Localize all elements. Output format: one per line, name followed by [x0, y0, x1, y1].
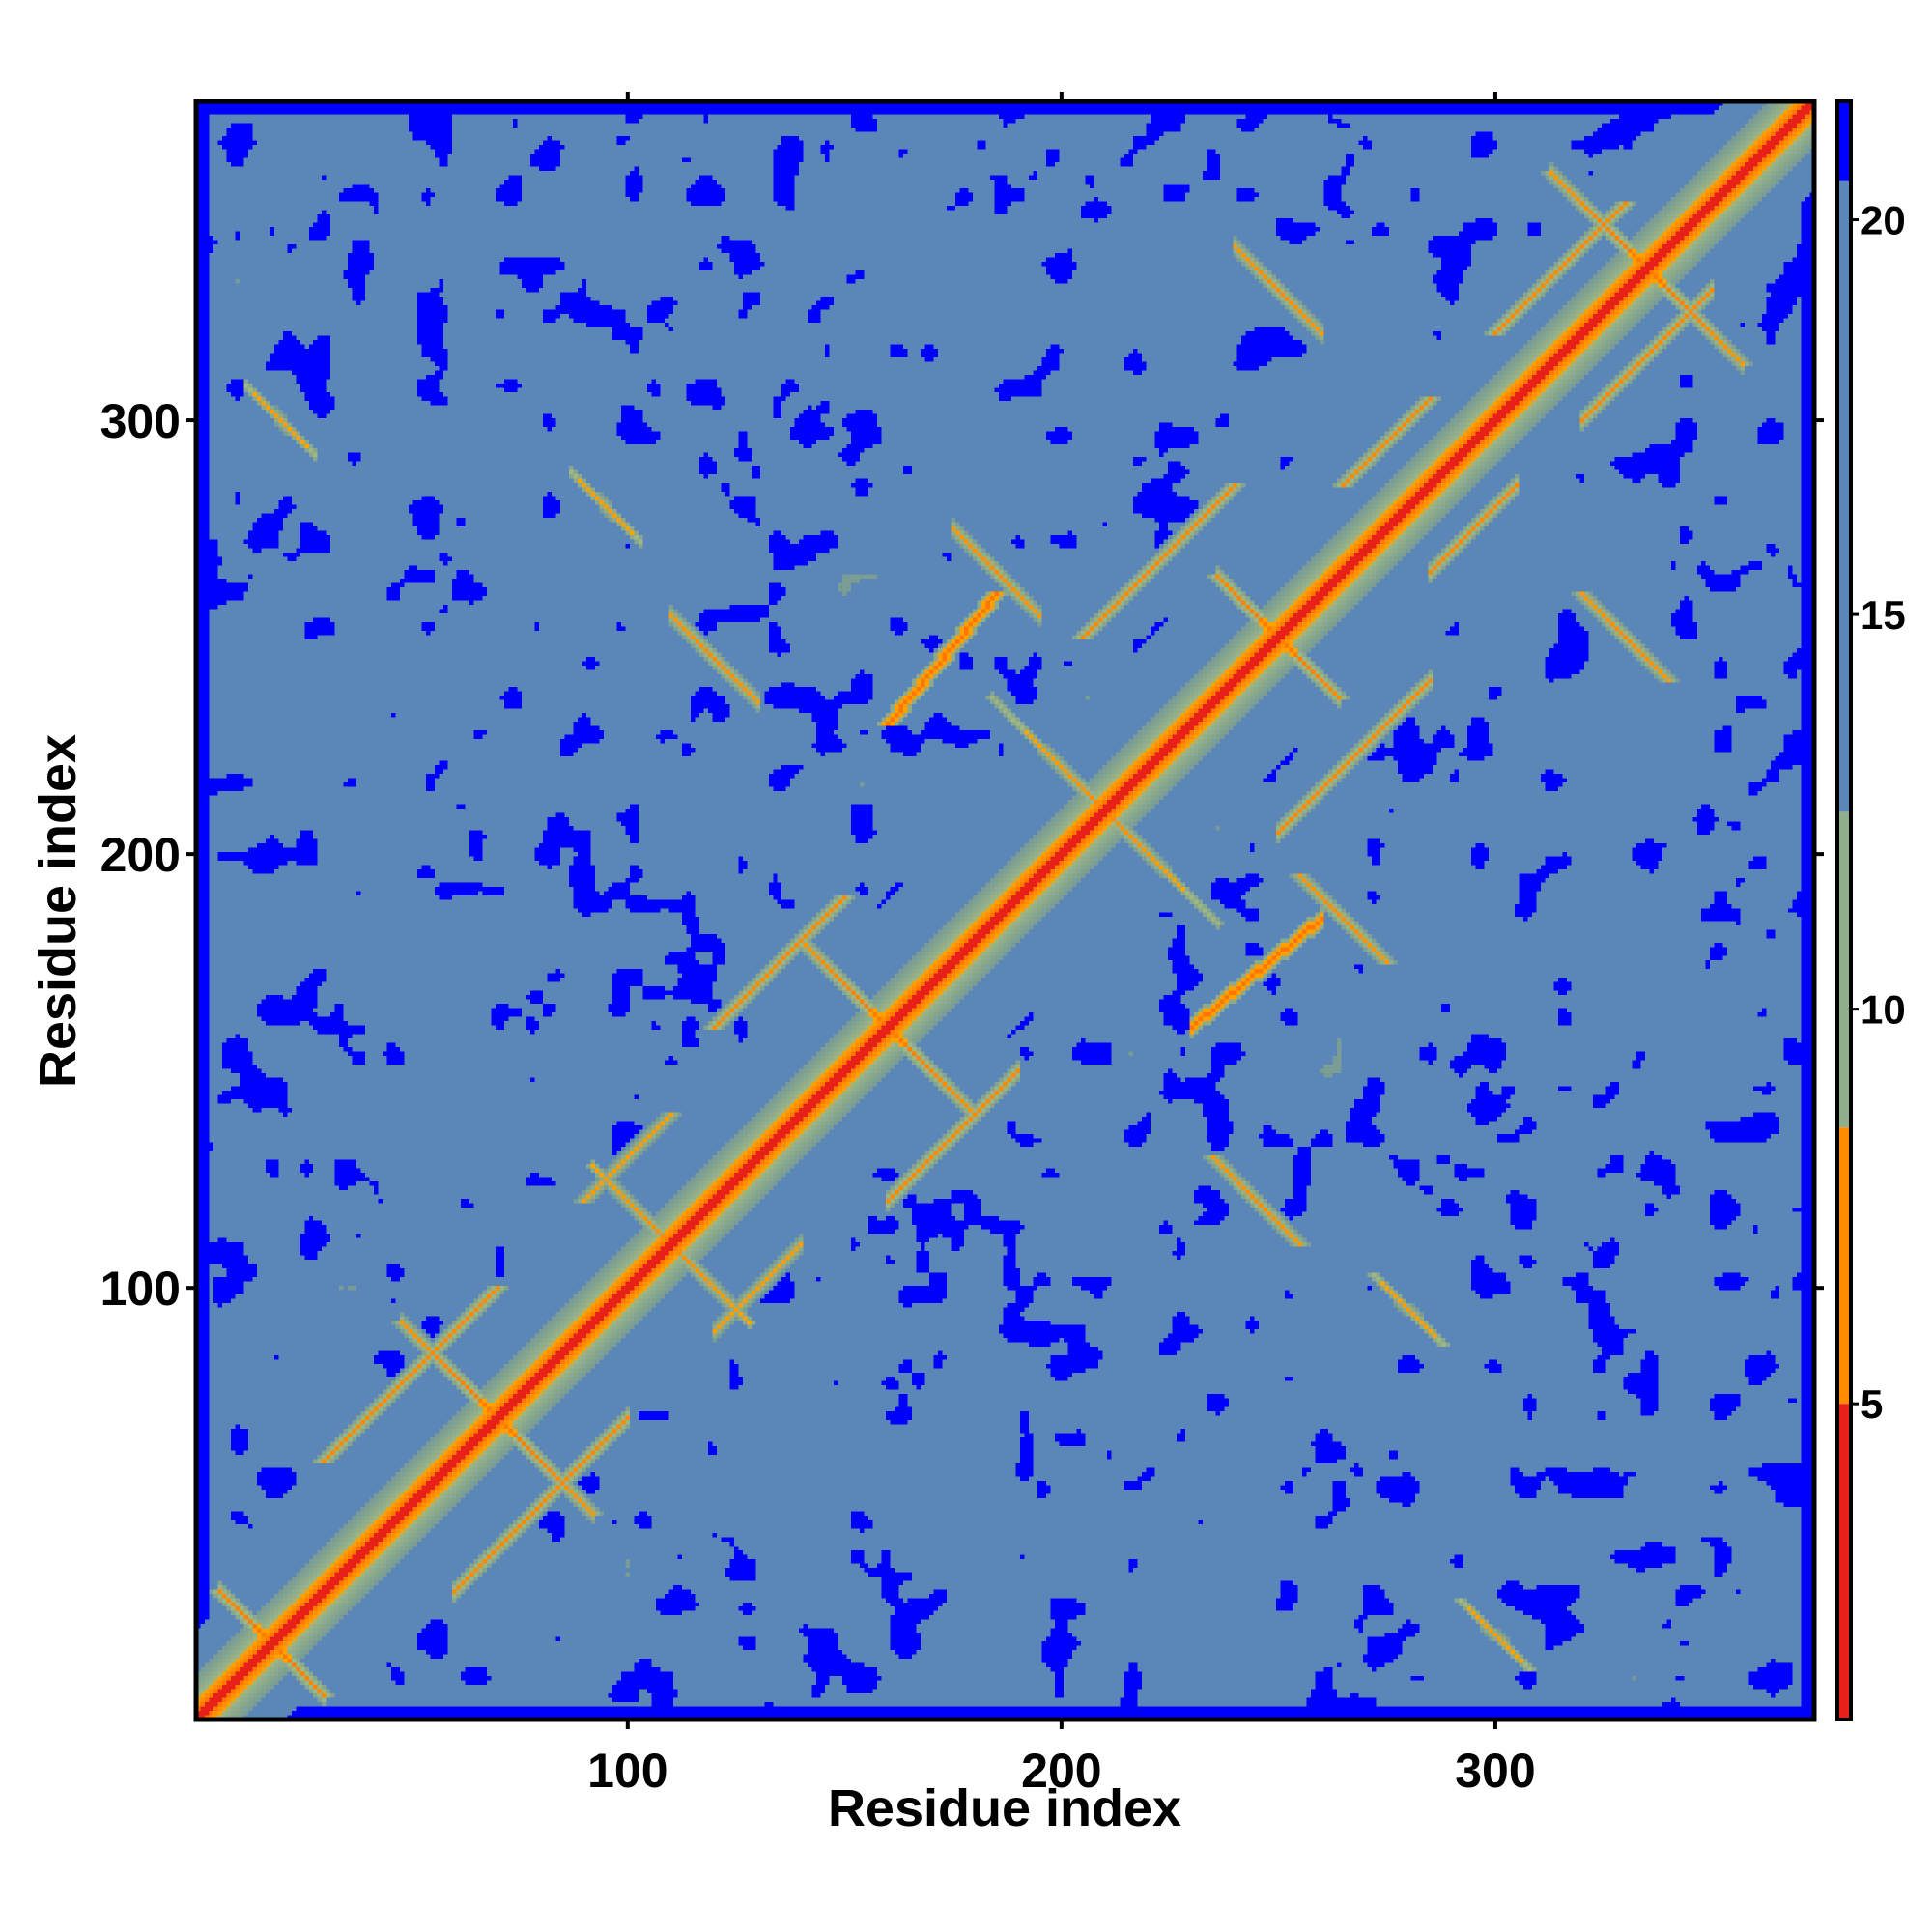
colorbar-segment — [1837, 180, 1851, 812]
colorbar-segment — [1837, 1127, 1851, 1405]
colorbar-segment — [1837, 1404, 1851, 1719]
colorbar-tick-label: 5 — [1861, 1381, 1883, 1427]
colorbar — [1835, 99, 1853, 1721]
x-axis-title: Residue index — [828, 1779, 1181, 1837]
y-tick-label: 200 — [100, 828, 181, 882]
colorbar-tick-label: 20 — [1861, 198, 1906, 243]
y-tick-label: 300 — [100, 394, 181, 448]
x-axis-ticks: 100 200 300 — [587, 92, 1536, 1798]
y-axis-ticks: 100 200 300 — [100, 394, 1824, 1316]
colorbar-segment — [1837, 811, 1851, 1128]
x-tick-label: 300 — [1455, 1744, 1535, 1798]
colorbar-frame — [1835, 99, 1853, 1721]
heatmap-image — [196, 101, 1814, 1719]
x-tick-label: 200 — [1021, 1744, 1101, 1798]
colorbar-segment — [1837, 101, 1851, 181]
plot-frame — [193, 99, 1817, 1722]
x-tick-label: 100 — [587, 1744, 668, 1798]
y-tick-label: 100 — [100, 1262, 181, 1316]
y-axis-title: Residue index — [29, 734, 87, 1088]
colorbar-ticks: 5 10 15 20 — [1851, 198, 1906, 1427]
colorbar-tick-label: 10 — [1861, 987, 1906, 1033]
colorbar-tick-label: 15 — [1861, 592, 1906, 638]
